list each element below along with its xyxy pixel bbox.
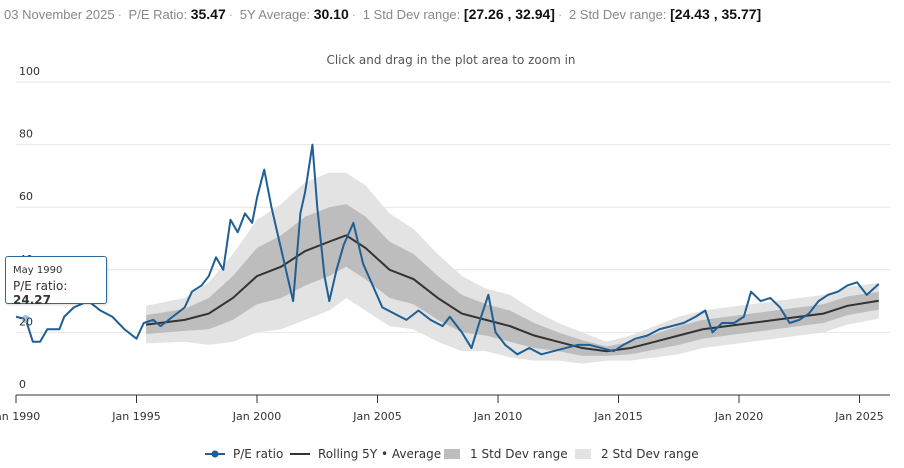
rolling-average-line: [146, 234, 879, 353]
date: 03 November 2025: [4, 7, 115, 22]
legend-label[interactable]: P/E ratio: [233, 447, 283, 461]
x-tick-label: Jan 2000: [232, 410, 281, 423]
pe-ratio-line: [15, 143, 880, 356]
legend-label[interactable]: 2 Std Dev range: [601, 447, 699, 461]
y-tick-label: 80: [19, 128, 33, 141]
y-tick-label: 60: [19, 190, 33, 203]
y-tick-label: 20: [19, 315, 33, 328]
hover-marker: [21, 315, 30, 324]
pe-value: 35.47: [190, 6, 226, 22]
x-tick-label: Jan 1995: [111, 410, 160, 423]
legend-symbol: [444, 449, 460, 459]
legend-label[interactable]: Rolling 5Y • Average: [318, 447, 441, 461]
y-tick-label: 0: [19, 378, 26, 391]
legend-symbol: [575, 449, 591, 459]
x-tick-label: Jan 2010: [473, 410, 522, 423]
legend-label[interactable]: 1 Std Dev range: [470, 447, 568, 461]
y-tick-label: 100: [19, 65, 40, 78]
summary-header: 03 November 2025 · P/E Ratio: 35.47 · 5Y A…: [4, 6, 762, 22]
x-tick-label: Jan 2015: [593, 410, 642, 423]
avg-value: 30.10: [313, 6, 349, 22]
sd2-value: [24.43 , 35.77]: [670, 6, 762, 22]
sd1-value: [27.26 , 32.94]: [463, 6, 555, 22]
x-tick-label: Jan 2005: [352, 410, 401, 423]
legend-symbol: [211, 450, 219, 458]
x-tick-label: Jan 1990: [0, 410, 40, 423]
x-tick-label: Jan 2025: [834, 410, 883, 423]
x-tick-label: Jan 2020: [714, 410, 763, 423]
chart-subtitle: Click and drag in the plot area to zoom …: [326, 53, 575, 67]
tooltip: May 1990 P/E ratio: 24.27: [5, 256, 107, 307]
